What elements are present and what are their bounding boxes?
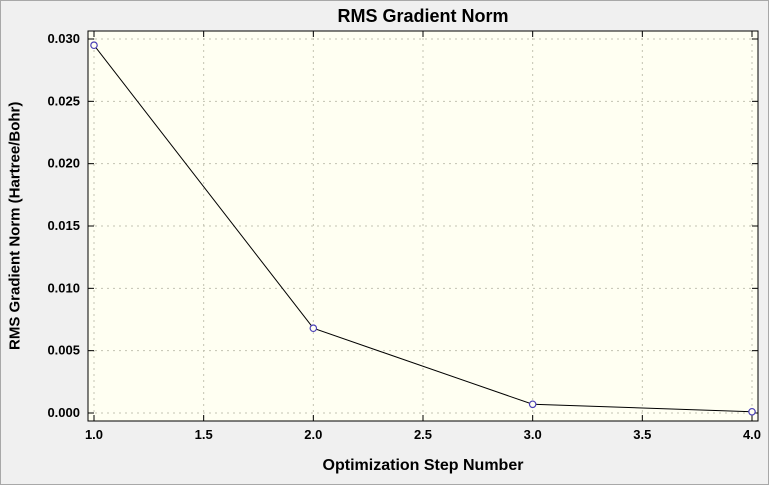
svg-text:0.015: 0.015: [47, 218, 80, 233]
svg-text:1.5: 1.5: [195, 427, 213, 442]
svg-text:4.0: 4.0: [743, 427, 761, 442]
x-tick-labels: 1.0 1.5 2.0 2.5 3.0 3.5 4.0: [85, 427, 761, 442]
svg-text:0.025: 0.025: [47, 93, 80, 108]
svg-text:2.5: 2.5: [414, 427, 432, 442]
series-markers: [90, 41, 756, 416]
data-point-marker: [748, 407, 756, 416]
svg-text:2.0: 2.0: [304, 427, 322, 442]
tick-marks: [88, 31, 758, 421]
y-axis-label: RMS Gradient Norm (Hartree/Bohr): [6, 101, 24, 351]
chart-title: RMS Gradient Norm: [337, 6, 509, 26]
x-axis-label: Optimization Step Number: [322, 457, 524, 474]
data-point-marker: [309, 324, 318, 333]
svg-text:3.0: 3.0: [524, 427, 542, 442]
svg-text:1.0: 1.0: [85, 427, 103, 442]
svg-text:0.000: 0.000: [47, 405, 80, 420]
svg-text:0.010: 0.010: [47, 280, 80, 295]
svg-text:0.030: 0.030: [47, 31, 80, 46]
data-point-marker: [90, 41, 98, 50]
y-tick-labels: 0.000 0.005 0.010 0.015 0.020 0.025 0.030: [47, 31, 80, 420]
svg-text:0.020: 0.020: [47, 156, 80, 171]
svg-text:0.005: 0.005: [47, 343, 80, 358]
data-point-marker: [528, 400, 537, 409]
series-line: [93, 44, 753, 413]
svg-text:3.5: 3.5: [633, 427, 651, 442]
